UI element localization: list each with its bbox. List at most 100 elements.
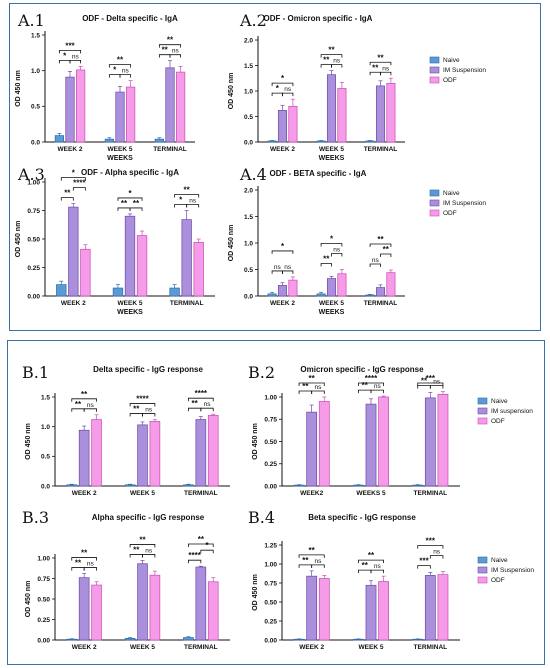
bar (126, 86, 136, 143)
y-tick-label: 0.5 (244, 114, 253, 121)
significance-label: ** (117, 56, 124, 65)
y-axis-label: OD 450 nm (15, 70, 22, 107)
panel-label: B.4 (248, 508, 275, 527)
y-tick-label: 0.0 (244, 293, 253, 300)
significance-bracket (282, 270, 294, 274)
y-tick-label: 1.0 (31, 68, 40, 75)
bar (437, 393, 449, 487)
significance-bracket (380, 253, 392, 258)
chart-title: ODF - Alpha specific - IgA (81, 168, 179, 177)
significance-bracket (60, 197, 74, 201)
bar (378, 396, 390, 487)
significance-bracket (129, 413, 143, 417)
y-tick-label: 1.5 (31, 32, 40, 39)
bar (137, 424, 148, 487)
x-tick-label: WEEK2 (300, 490, 324, 497)
panel-a-frame (9, 3, 541, 331)
bar (316, 293, 326, 297)
y-tick-label: 1.25 (264, 542, 277, 549)
significance-label: ns (189, 198, 197, 205)
bar (76, 69, 86, 143)
significance-label: ns (87, 561, 95, 568)
significance-label: ** (133, 545, 140, 554)
bar (437, 574, 449, 641)
legend-label: IM Suspension (491, 567, 534, 574)
chart-b2: B.2 Omicron specific - IgG response 0.00 0.… (248, 363, 533, 497)
significance-label: *** (419, 557, 429, 566)
significance-bracket (331, 64, 343, 68)
significance-bracket (370, 389, 385, 394)
significance-label: ns (333, 58, 341, 65)
significance-label: ** (377, 235, 384, 244)
bar (412, 484, 424, 487)
y-tick-label: 0.50 (264, 599, 277, 606)
chart-b1: B.1 Delta specific - IgG response 0.0 0.5 1.… (22, 363, 230, 497)
significance-label: ** (139, 535, 146, 544)
chart-title: ODF - BETA specific - IgA (270, 169, 367, 178)
y-tick-label: 0.25 (264, 461, 277, 468)
significance-bracket (271, 270, 283, 274)
significance-label: ** (323, 56, 330, 65)
significance-label: * (281, 74, 285, 83)
significance-bracket (142, 554, 156, 558)
significance-bracket (298, 564, 313, 568)
significance-label: * (281, 242, 285, 251)
bar (207, 415, 219, 487)
bar (352, 484, 364, 487)
significance-label: ** (323, 255, 330, 264)
significance-bracket (129, 207, 143, 211)
significance-label: ns (172, 48, 180, 55)
significance-bracket (174, 194, 200, 198)
significance-label: ** (198, 535, 205, 544)
significance-bracket (129, 554, 143, 558)
significance-bracket (129, 403, 156, 407)
significance-bracket (298, 382, 325, 386)
significance-bracket (417, 382, 444, 386)
significance-bracket (72, 187, 86, 191)
bar (412, 638, 424, 641)
bar (293, 638, 305, 641)
bar (207, 581, 219, 641)
significance-label: * (63, 51, 67, 60)
significance-bracket (169, 54, 182, 58)
y-axis-label: OD 450 nm (228, 225, 235, 262)
bar (293, 484, 305, 487)
x-tick-label: WEEK 2 (270, 300, 295, 307)
y-tick-label: 1.0 (41, 424, 50, 431)
significance-label: * (113, 66, 117, 75)
bar (66, 484, 78, 487)
y-tick-label: 0.00 (37, 637, 50, 644)
legend-swatch (477, 556, 488, 564)
significance-label: **** (195, 389, 208, 398)
significance-label: * (330, 235, 334, 244)
significance-bracket (108, 64, 132, 68)
bar (337, 88, 347, 143)
significance-bracket (320, 64, 332, 68)
x-tick-label: TERMINAL (153, 146, 187, 153)
bar (91, 584, 102, 641)
bar (54, 135, 64, 143)
bar (193, 242, 204, 297)
bar (365, 140, 375, 143)
significance-label: ns (284, 264, 292, 271)
y-tick-label: 1.5 (41, 394, 50, 401)
significance-label: ** (362, 381, 369, 390)
bar (277, 285, 288, 297)
legend-swatch (429, 56, 440, 64)
panel-label: A.1 (17, 11, 45, 30)
significance-bracket (200, 549, 214, 554)
legend-swatch (477, 576, 488, 584)
significance-label: *** (65, 41, 75, 50)
significance-bracket (188, 397, 214, 402)
chart-title: Alpha specific - IgG response (92, 513, 205, 522)
y-axis-label: OD 450 nm (25, 423, 32, 460)
chart-title: Omicron specific - IgG response (300, 365, 424, 374)
significance-bracket (188, 543, 214, 547)
x-tick-label: WEEK 5 (319, 300, 344, 307)
bar (378, 581, 390, 641)
significance-label: ns (333, 247, 341, 254)
bar (424, 397, 436, 487)
bar (149, 420, 161, 487)
significance-label: *** (426, 374, 436, 383)
